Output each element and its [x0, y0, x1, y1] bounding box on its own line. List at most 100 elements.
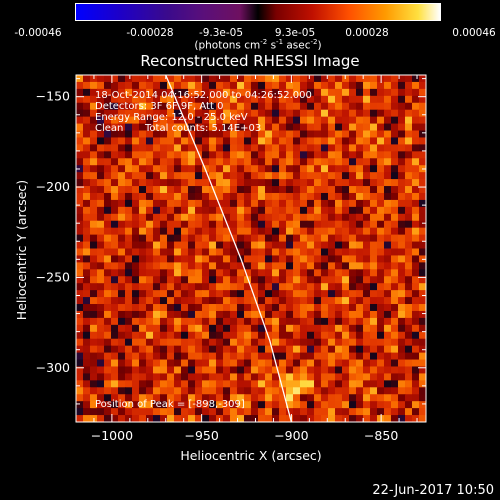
- heatmap-cell: [174, 186, 182, 194]
- heatmap-cell: [349, 227, 357, 236]
- heatmap-cell: [230, 75, 238, 83]
- heatmap-cell: [153, 172, 161, 180]
- heatmap-cell: [209, 102, 217, 111]
- heatmap-cell: [132, 234, 140, 243]
- heatmap-cell: [272, 297, 280, 305]
- heatmap-cell: [391, 352, 399, 361]
- heatmap-cell: [356, 88, 364, 97]
- heatmap-cell: [398, 262, 406, 270]
- heatmap-cell: [230, 109, 238, 118]
- heatmap-cell: [307, 144, 315, 152]
- heatmap-cell: [314, 290, 322, 298]
- heatmap-cell: [412, 172, 420, 180]
- heatmap-cell: [391, 276, 399, 284]
- heatmap-cell: [258, 75, 266, 83]
- heatmap-cell: [314, 234, 322, 243]
- heatmap-cell: [342, 290, 350, 298]
- heatmap-cell: [104, 81, 112, 90]
- x-tick-label: −1000: [91, 428, 133, 443]
- heatmap-cell: [391, 213, 399, 222]
- heatmap-cell: [349, 213, 357, 222]
- heatmap-cell: [370, 304, 378, 312]
- heatmap-cell: [153, 359, 161, 368]
- heatmap-cell: [125, 324, 133, 333]
- heatmap-cell: [216, 338, 224, 347]
- heatmap-cell: [307, 401, 315, 409]
- heatmap-cell: [370, 109, 378, 118]
- heatmap-cell: [118, 248, 126, 257]
- heatmap-cell: [293, 297, 301, 305]
- heatmap-cell: [265, 283, 273, 291]
- heatmap-cell: [363, 387, 371, 395]
- heatmap-cell: [307, 158, 315, 166]
- heatmap-cell: [258, 241, 266, 250]
- heatmap-cell: [384, 276, 392, 284]
- heatmap-cell: [363, 172, 371, 180]
- heatmap-cell: [76, 186, 84, 194]
- heatmap-cell: [363, 234, 371, 243]
- heatmap-cell: [384, 88, 392, 97]
- heatmap-cell: [321, 255, 329, 263]
- heatmap-cell: [265, 317, 273, 326]
- heatmap-cell: [76, 158, 84, 166]
- heatmap-cell: [125, 213, 133, 222]
- heatmap-cell: [398, 373, 406, 381]
- heatmap-cell: [356, 95, 364, 104]
- heatmap-cell: [314, 269, 322, 277]
- heatmap-cell: [76, 172, 84, 180]
- heatmap-cell: [244, 366, 252, 375]
- heatmap-cell: [265, 123, 273, 132]
- heatmap-cell: [328, 192, 336, 201]
- heatmap-cell: [111, 248, 119, 257]
- heatmap-cell: [265, 366, 273, 375]
- heatmap-cell: [209, 137, 217, 145]
- heatmap-cell: [174, 144, 182, 152]
- heatmap-cell: [398, 179, 406, 187]
- heatmap-cell: [314, 255, 322, 263]
- heatmap-cell: [202, 304, 210, 312]
- heatmap-cell: [90, 304, 98, 312]
- heatmap-cell: [167, 158, 175, 166]
- heatmap-cell: [293, 88, 301, 97]
- heatmap-cell: [328, 179, 336, 187]
- heatmap-cell: [104, 408, 112, 416]
- heatmap-cell: [125, 192, 133, 201]
- heatmap-cell: [384, 373, 392, 381]
- heatmap-cell: [202, 394, 210, 402]
- heatmap-cell: [293, 359, 301, 368]
- heatmap-cell: [286, 151, 294, 159]
- heatmap-cell: [314, 262, 322, 270]
- heatmap-cell: [160, 158, 168, 166]
- heatmap-cell: [258, 310, 266, 319]
- heatmap-cell: [412, 366, 420, 375]
- heatmap-cell: [125, 276, 133, 284]
- heatmap-cell: [363, 227, 371, 236]
- heatmap-cell: [111, 130, 119, 139]
- heatmap-cell: [363, 192, 371, 201]
- heatmap-cell: [146, 352, 154, 361]
- heatmap-cell: [195, 81, 203, 90]
- heatmap-cell: [342, 317, 350, 326]
- heatmap-cell: [181, 109, 189, 118]
- heatmap-cell: [293, 158, 301, 166]
- heatmap-cell: [237, 352, 245, 361]
- heatmap-cell: [132, 290, 140, 298]
- heatmap-cell: [132, 206, 140, 215]
- heatmap-cell: [342, 151, 350, 159]
- heatmap-cell: [349, 352, 357, 361]
- heatmap-cell: [384, 380, 392, 388]
- heatmap-cell: [370, 151, 378, 159]
- heatmap-cell: [265, 359, 273, 368]
- heatmap-cell: [265, 220, 273, 229]
- heatmap-cell: [237, 123, 245, 132]
- heatmap-cell: [195, 248, 203, 257]
- heatmap-cell: [412, 317, 420, 326]
- heatmap-cell: [132, 380, 140, 388]
- heatmap-cell: [370, 331, 378, 340]
- heatmap-cell: [258, 165, 266, 173]
- heatmap-cell: [188, 387, 196, 395]
- heatmap-cell: [153, 338, 161, 347]
- heatmap-cell: [223, 408, 231, 416]
- heatmap-cell: [405, 199, 413, 208]
- heatmap-cell: [83, 401, 91, 409]
